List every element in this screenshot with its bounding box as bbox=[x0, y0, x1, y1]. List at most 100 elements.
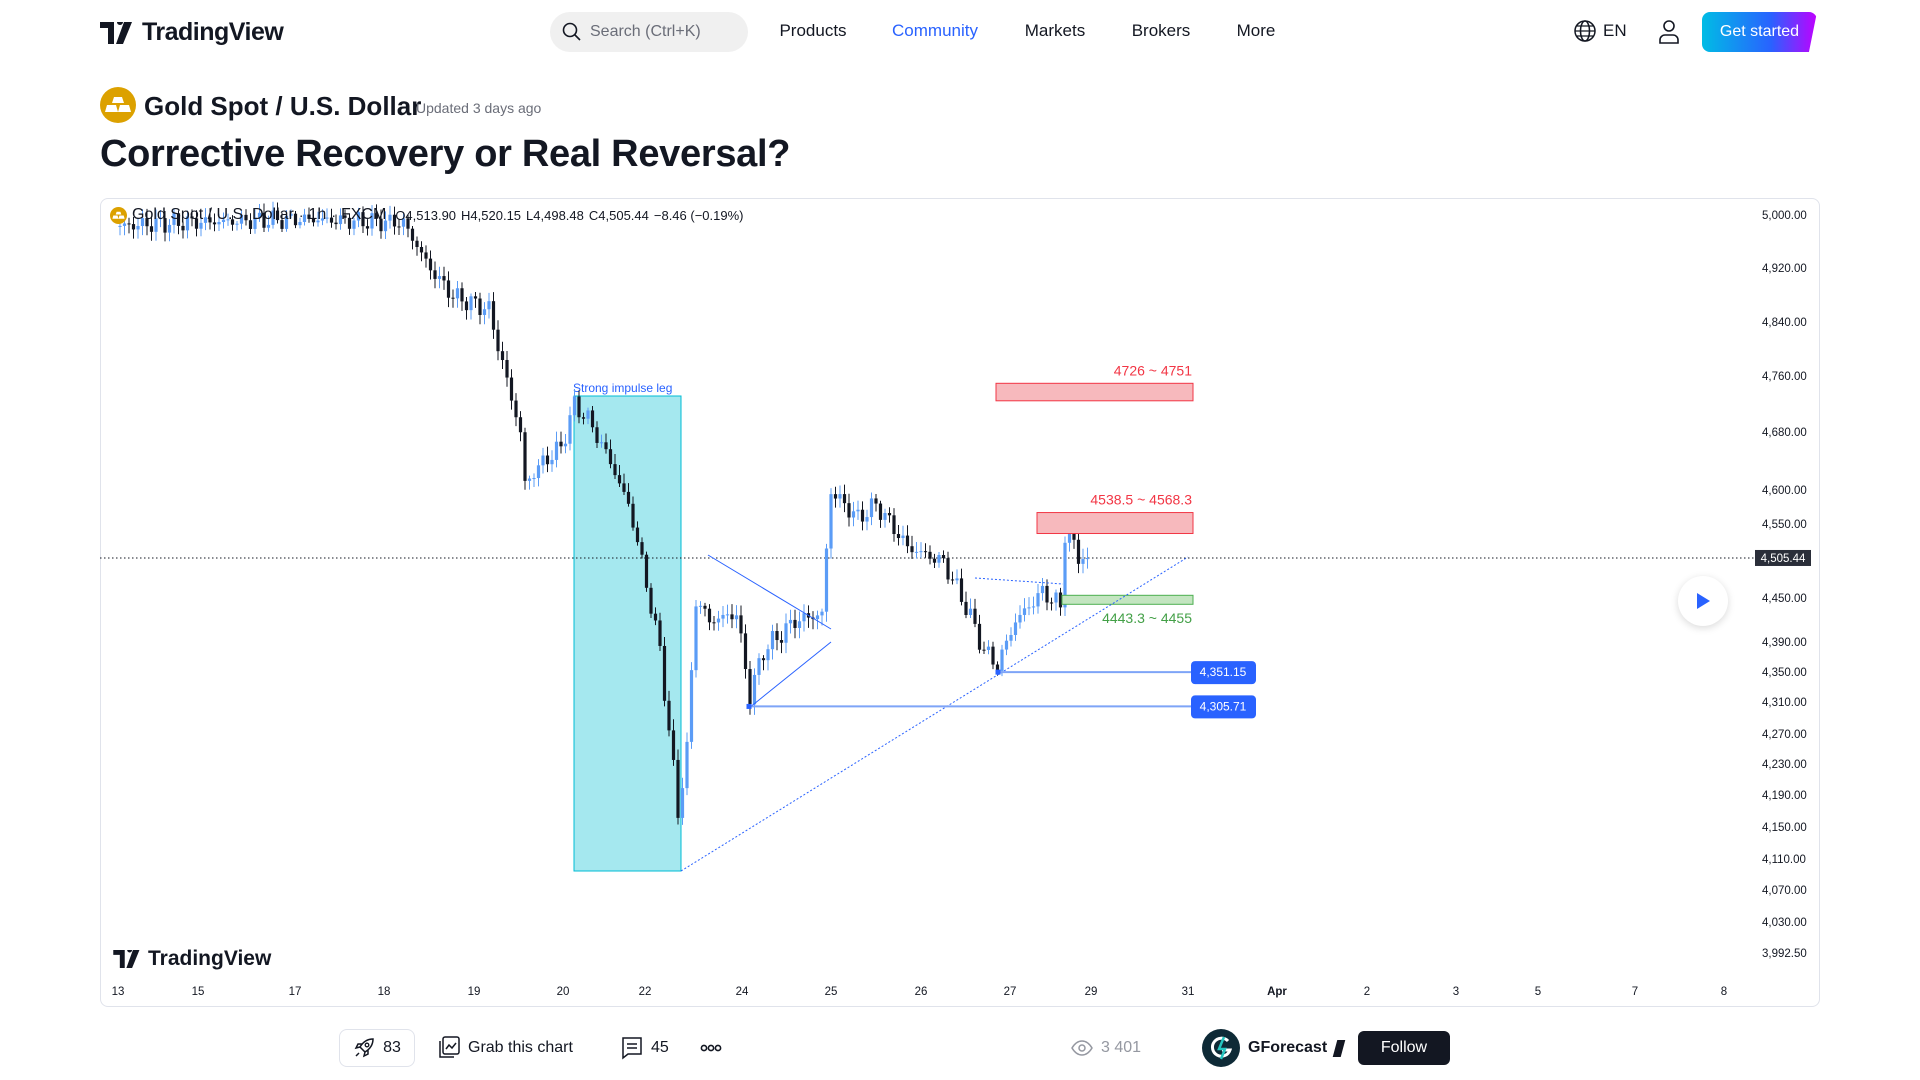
y-tick-label: 4,190.00 bbox=[1762, 790, 1807, 802]
candle-body bbox=[559, 441, 563, 447]
views: 3 401 bbox=[1071, 1029, 1141, 1067]
candle-body bbox=[653, 613, 658, 621]
x-tick-label: 25 bbox=[824, 986, 838, 998]
triangle-upper-line[interactable] bbox=[707, 554, 832, 630]
user-icon[interactable] bbox=[1657, 19, 1681, 45]
get-started-button[interactable]: Get started bbox=[1702, 12, 1817, 52]
symbol-name[interactable]: Gold Spot / U.S. Dollar bbox=[144, 91, 422, 121]
candle-body bbox=[145, 218, 149, 227]
candle-body bbox=[419, 247, 424, 253]
candle-body bbox=[770, 631, 775, 650]
more-icon bbox=[700, 1044, 722, 1052]
candle-body bbox=[235, 223, 239, 225]
tradingview-logo[interactable]: TradingView bbox=[100, 18, 284, 47]
candle-body bbox=[568, 415, 572, 444]
play-button[interactable] bbox=[1678, 576, 1728, 626]
candle-body bbox=[928, 551, 932, 559]
candle-body bbox=[667, 700, 671, 731]
language-button[interactable]: EN bbox=[1573, 19, 1627, 43]
impulse-leg-box[interactable] bbox=[573, 395, 682, 872]
last-price-box bbox=[1755, 549, 1811, 566]
candle-body bbox=[154, 218, 158, 232]
candle-body bbox=[968, 608, 973, 615]
y-tick-label: 4,600.00 bbox=[1762, 485, 1807, 497]
candle-body bbox=[307, 214, 311, 219]
chart-container[interactable] bbox=[100, 198, 1820, 1007]
candle-body bbox=[986, 646, 991, 650]
resistance-zone[interactable] bbox=[995, 382, 1194, 402]
candle-body bbox=[635, 527, 640, 543]
watermark: TradingView bbox=[113, 947, 271, 971]
nav-community[interactable]: Community bbox=[892, 21, 978, 40]
candle-body bbox=[167, 224, 172, 233]
nav-more[interactable]: More bbox=[1236, 21, 1276, 40]
candle-body bbox=[325, 217, 329, 219]
candle-body bbox=[176, 213, 181, 226]
candle-body bbox=[311, 218, 316, 223]
candle-body bbox=[604, 442, 608, 450]
candle-body bbox=[356, 212, 361, 221]
candle-body bbox=[878, 503, 883, 520]
x-tick-label: 19 bbox=[467, 986, 481, 998]
candle-body bbox=[293, 213, 298, 226]
candle-body bbox=[271, 210, 275, 225]
gold-symbol-icon bbox=[100, 87, 136, 123]
candle-body bbox=[991, 646, 995, 665]
resistance-zone[interactable] bbox=[1036, 512, 1194, 535]
grab-chart-button[interactable]: Grab this chart bbox=[438, 1029, 573, 1067]
candle-body bbox=[487, 301, 491, 310]
candle-body bbox=[739, 615, 743, 634]
idea-title: Corrective Recovery or Real Reversal? bbox=[100, 133, 791, 175]
candle-body bbox=[973, 608, 977, 624]
candle-body bbox=[181, 225, 185, 231]
level-label: 4,305.71 bbox=[1200, 699, 1247, 713]
x-tick-label: 18 bbox=[377, 986, 391, 998]
candle-body bbox=[982, 649, 986, 651]
candle-body bbox=[676, 759, 680, 818]
tradingview-logo-icon bbox=[113, 950, 140, 968]
candle-body bbox=[689, 670, 694, 742]
boost-button[interactable]: 83 bbox=[339, 1029, 415, 1067]
candle-body bbox=[829, 494, 833, 549]
support-zone[interactable] bbox=[1061, 594, 1194, 605]
candle-body bbox=[955, 578, 959, 581]
y-tick-label: 4,310.00 bbox=[1762, 697, 1807, 709]
follow-button[interactable]: Follow bbox=[1358, 1031, 1450, 1065]
rising-trendline[interactable] bbox=[680, 556, 1189, 872]
x-tick-label: 17 bbox=[288, 986, 302, 998]
candle-body bbox=[766, 649, 770, 661]
candle-body bbox=[910, 546, 914, 553]
x-tick-label: Apr bbox=[1267, 986, 1287, 998]
author[interactable]: GForecast bbox=[1202, 1029, 1346, 1067]
candle-body bbox=[437, 276, 442, 279]
nav-products[interactable]: Products bbox=[779, 21, 847, 40]
neckline[interactable] bbox=[974, 577, 1064, 585]
candle-body bbox=[415, 240, 419, 248]
candle-body bbox=[464, 301, 469, 311]
more-button[interactable] bbox=[700, 1029, 722, 1067]
candle-body bbox=[613, 464, 617, 476]
candle-body bbox=[361, 212, 365, 227]
comments-button[interactable]: 45 bbox=[621, 1029, 669, 1067]
candle-body bbox=[532, 478, 536, 480]
candle-body bbox=[599, 442, 604, 444]
nav-markets[interactable]: Markets bbox=[1024, 21, 1086, 40]
candle-body bbox=[595, 427, 599, 443]
comment-icon bbox=[622, 1037, 642, 1060]
level-anchor[interactable] bbox=[746, 703, 752, 709]
level-anchor[interactable] bbox=[995, 669, 1001, 675]
nav-brokers[interactable]: Brokers bbox=[1131, 21, 1191, 40]
candle-body bbox=[190, 216, 194, 219]
x-tick-label: 15 bbox=[191, 986, 205, 998]
level-label-box bbox=[1191, 695, 1256, 719]
search-input[interactable]: Search (Ctrl+K) bbox=[550, 12, 748, 52]
candle-body bbox=[658, 620, 662, 646]
candle-body bbox=[995, 664, 1000, 671]
x-tick-label: 24 bbox=[735, 986, 749, 998]
candle-body bbox=[428, 258, 433, 271]
language-label: EN bbox=[1603, 21, 1627, 40]
candle-body bbox=[482, 309, 487, 315]
candle-body bbox=[226, 219, 230, 221]
triangle-lower-line[interactable] bbox=[748, 641, 832, 709]
